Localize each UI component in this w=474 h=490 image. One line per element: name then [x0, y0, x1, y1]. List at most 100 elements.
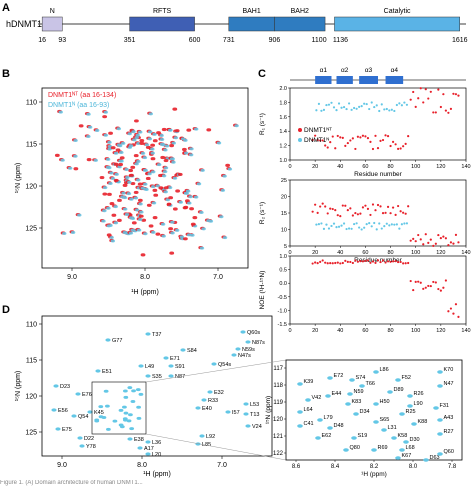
peak-n — [151, 170, 156, 174]
peak-n — [200, 168, 205, 172]
data-point-nt — [399, 260, 402, 264]
data-point-nt — [457, 94, 460, 97]
inset-y-tick-label: 117 — [273, 366, 283, 372]
peak-n — [136, 178, 141, 182]
peak-n — [216, 141, 222, 145]
data-point-nt — [346, 260, 349, 263]
peak-nt — [133, 190, 139, 195]
helix-4 — [385, 76, 404, 84]
peak-n — [132, 138, 137, 142]
peak-nt — [153, 193, 159, 197]
data-point-nt — [379, 205, 382, 208]
data-point-n — [350, 227, 353, 230]
cluster-peak — [98, 415, 104, 419]
data-point-n — [345, 227, 348, 231]
data-point-nt — [391, 206, 395, 209]
domain-n — [41, 16, 63, 32]
assigned-peak — [235, 347, 241, 351]
data-point-nt — [432, 111, 435, 114]
relaxation-plot-frame — [289, 255, 467, 325]
legend-marker-nt — [298, 128, 302, 132]
data-point-n — [330, 101, 333, 104]
data-point-n — [320, 109, 323, 112]
data-point-n — [340, 224, 343, 227]
x-tick-label: 8.0 — [140, 274, 150, 281]
data-point-n — [355, 222, 358, 225]
helix-1 — [315, 76, 332, 84]
data-point-n — [365, 102, 368, 106]
data-point-n — [380, 103, 383, 106]
data-point-nt — [442, 235, 445, 238]
peak-label: K45 — [94, 410, 104, 416]
assigned-peak — [225, 410, 231, 414]
peak-label: Q54 — [78, 414, 88, 420]
cluster-peak — [104, 404, 110, 408]
assigned-peak — [195, 406, 201, 410]
cluster-peak — [123, 395, 129, 399]
data-point-n — [335, 109, 338, 112]
peak-n — [171, 160, 176, 164]
peak-nt — [130, 181, 136, 186]
inset-peak — [297, 424, 303, 428]
data-point-nt — [404, 142, 407, 146]
data-point-nt — [344, 144, 347, 147]
peak-n — [170, 220, 175, 224]
peak-nt — [148, 224, 154, 228]
peak-nt — [152, 216, 158, 220]
x-tick-label: 100 — [411, 328, 420, 332]
x-tick-label: 7.0 — [213, 274, 223, 281]
data-point-n — [385, 222, 388, 225]
data-point-n — [390, 223, 393, 226]
peak-n — [144, 143, 150, 147]
peak-label: G77 — [112, 338, 122, 344]
peak-n — [150, 147, 155, 151]
peak-n — [107, 140, 112, 144]
y-tick-label: 110 — [26, 322, 37, 329]
peak-nt — [141, 218, 147, 222]
peak-nt — [110, 146, 116, 150]
peak-n — [58, 110, 63, 114]
data-point-nt — [409, 239, 412, 242]
inset-peak-label: D89 — [394, 387, 404, 393]
peak-n — [165, 198, 171, 202]
peak-label: N59s — [242, 347, 255, 353]
data-point-nt — [324, 205, 327, 208]
cluster-peak — [119, 425, 125, 429]
data-point-nt — [339, 262, 342, 265]
inset-y-tick-label: 119 — [273, 400, 283, 406]
inset-peak-label: L90 — [414, 401, 423, 407]
inset-peak-label: D48 — [334, 423, 344, 429]
peak-n — [234, 124, 239, 128]
data-point-nt — [422, 101, 425, 104]
data-point-nt — [336, 134, 339, 138]
panel-d-letter: D — [2, 304, 10, 316]
cluster-peak — [135, 388, 141, 392]
inset-x-axis-label: ¹H (ppm) — [361, 471, 387, 478]
peak-nt — [168, 196, 174, 200]
peak-n — [121, 191, 126, 195]
data-point-n — [393, 109, 396, 113]
data-point-nt — [366, 207, 370, 211]
x-tick-label: 100 — [411, 250, 420, 256]
data-point-nt — [429, 90, 432, 93]
peak-label: D23 — [60, 384, 70, 390]
data-point-nt — [394, 213, 397, 216]
data-point-n — [370, 225, 373, 228]
x-tick-label: 40 — [337, 164, 343, 170]
data-point-nt — [329, 207, 332, 210]
assigned-peak — [51, 408, 57, 412]
x-tick-label: 120 — [436, 164, 445, 170]
data-point-nt — [444, 279, 447, 282]
inset-y-tick-label: 118 — [273, 383, 283, 389]
inset-peak — [407, 394, 413, 398]
peak-n — [159, 138, 165, 142]
data-point-nt — [311, 210, 314, 213]
peak-n — [150, 151, 155, 155]
data-point-nt — [449, 107, 453, 110]
main-frame — [41, 315, 273, 457]
inset-peak-label: Q80 — [350, 445, 360, 451]
data-point-n — [400, 104, 403, 107]
data-point-nt — [452, 92, 455, 95]
data-point-n — [383, 225, 386, 228]
data-point-n — [378, 109, 381, 113]
